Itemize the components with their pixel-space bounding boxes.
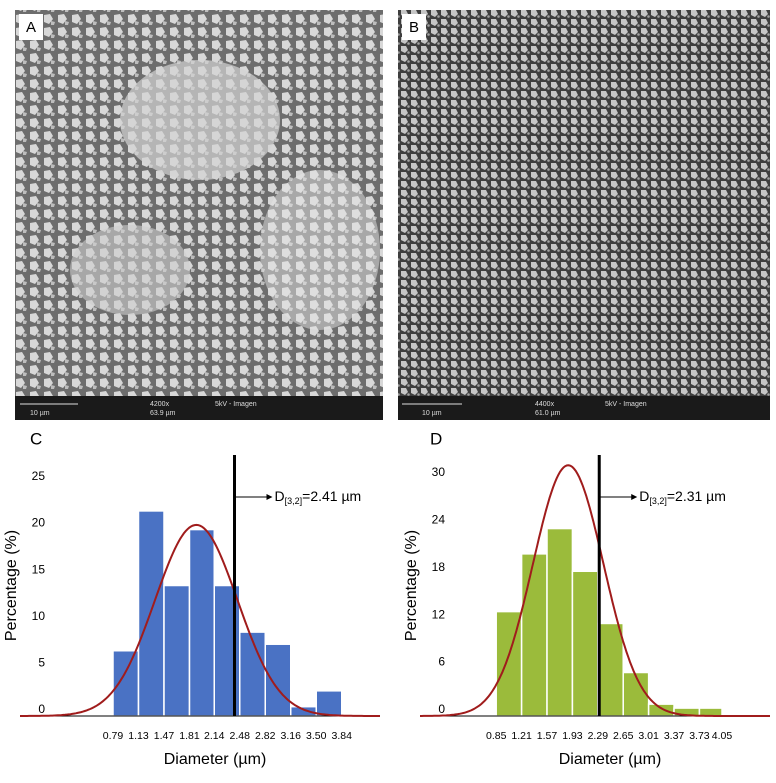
scale-bar: 10 µm xyxy=(30,410,50,417)
x-tick-label: 3.37 xyxy=(664,730,685,742)
y-tick-label: 0 xyxy=(38,702,45,716)
y-axis-label: Percentage (%) xyxy=(3,530,20,641)
x-tick-label: 3.16 xyxy=(281,730,302,742)
reference-label: D[3,2]=2.31 µm xyxy=(639,488,726,507)
bar xyxy=(163,584,191,717)
y-tick-label: 5 xyxy=(38,656,45,670)
field-width: 61.0 µm xyxy=(535,410,561,417)
y-tick-label: 15 xyxy=(32,562,46,576)
y-tick-label: 12 xyxy=(432,607,446,621)
x-tick-label: 1.81 xyxy=(179,730,200,742)
x-tick-label: 2.65 xyxy=(613,730,634,742)
bar xyxy=(546,527,574,717)
x-tick-label: 2.48 xyxy=(230,730,251,742)
y-tick-label: 24 xyxy=(432,512,446,526)
x-tick-label: 2.82 xyxy=(255,730,276,742)
arrow-head xyxy=(631,494,638,500)
bar xyxy=(239,631,266,717)
arrow-head xyxy=(266,494,273,500)
bar xyxy=(571,570,599,717)
x-tick-label: 1.47 xyxy=(154,730,175,742)
x-tick-label: 3.73 xyxy=(689,730,710,742)
x-tick-label: 4.05 xyxy=(712,730,733,742)
sem-info: 5kV - Imagen xyxy=(605,401,647,408)
panel-label: C xyxy=(30,429,42,448)
bar xyxy=(290,705,317,717)
scale-bar: 10 µm xyxy=(422,410,442,417)
x-tick-label: 2.14 xyxy=(204,730,225,742)
y-axis-label: Percentage (%) xyxy=(403,530,420,641)
bar xyxy=(315,690,343,717)
reference-label-part: =2.31 µm xyxy=(667,488,726,504)
y-tick-label: 20 xyxy=(32,516,46,530)
fit-curve xyxy=(20,523,380,717)
x-tick-label: 3.84 xyxy=(332,730,353,742)
x-tick-label: 1.93 xyxy=(562,730,583,742)
reference-label-part: [3,2] xyxy=(649,496,667,506)
sem-image-b: 10 µm 4400x 61.0 µm 5kV - Imagen B xyxy=(398,10,770,420)
panel-label: B xyxy=(409,19,419,36)
field-width: 63.9 µm xyxy=(150,410,176,417)
bar xyxy=(520,553,548,717)
reference-label-part: D xyxy=(275,488,285,504)
x-tick-label: 3.01 xyxy=(638,730,659,742)
x-tick-label: 1.57 xyxy=(537,730,558,742)
x-tick-label: 0.85 xyxy=(486,730,507,742)
y-tick-label: 30 xyxy=(432,465,446,479)
magnification: 4400x xyxy=(535,401,555,408)
x-tick-label: 2.29 xyxy=(588,730,609,742)
magnification: 4200x xyxy=(150,401,170,408)
y-tick-label: 10 xyxy=(32,609,46,623)
y-tick-label: 0 xyxy=(438,702,445,716)
sem-info: 5kV - Imagen xyxy=(215,401,257,408)
bar xyxy=(647,703,675,717)
panel-label: A xyxy=(26,19,36,36)
reference-label-part: D xyxy=(639,488,649,504)
x-tick-label: 1.13 xyxy=(128,730,149,742)
bar xyxy=(188,528,215,717)
x-tick-label: 3.50 xyxy=(306,730,327,742)
bar xyxy=(597,622,624,717)
x-tick-label: 0.79 xyxy=(103,730,124,742)
x-axis-label: Diameter (µm) xyxy=(164,751,267,768)
sem-image-a: 10 µm 4200x 63.9 µm 5kV - Imagen A xyxy=(15,10,383,420)
y-tick-label: 18 xyxy=(432,560,446,574)
reference-label-part: =2.41 µm xyxy=(302,488,361,504)
bar xyxy=(264,643,292,717)
panel-label: D xyxy=(430,429,442,448)
y-tick-label: 6 xyxy=(438,655,445,669)
reference-label: D[3,2]=2.41 µm xyxy=(275,488,362,507)
y-tick-label: 25 xyxy=(32,469,46,483)
bar xyxy=(622,671,650,717)
x-tick-label: 1.21 xyxy=(511,730,532,742)
x-axis-label: Diameter (µm) xyxy=(559,751,662,768)
bar xyxy=(112,650,140,717)
reference-label-part: [3,2] xyxy=(285,496,303,506)
fit-curve xyxy=(420,464,770,717)
